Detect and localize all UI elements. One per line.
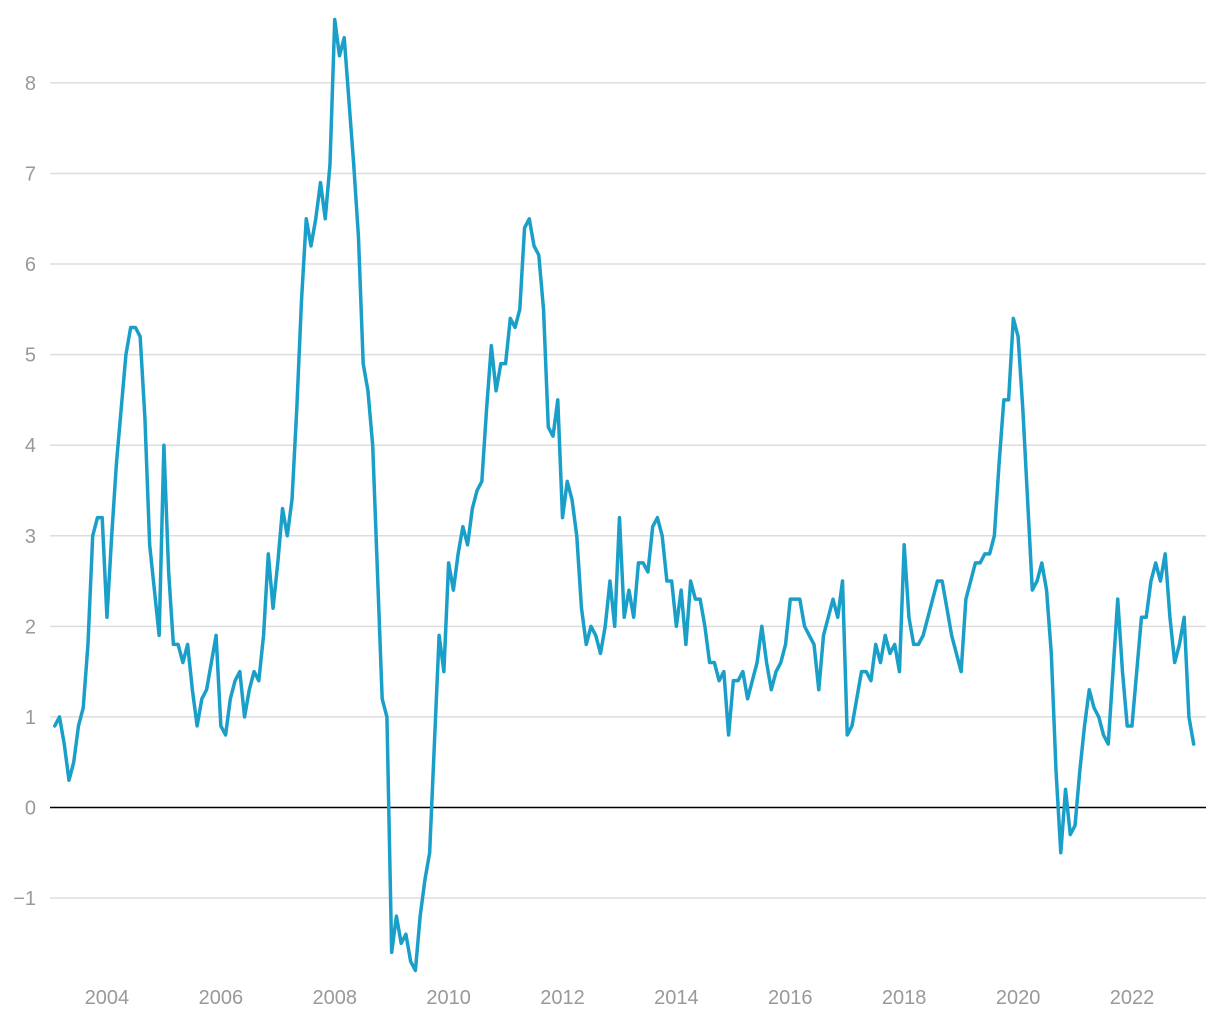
x-tick-label: 2020 [996,987,1041,1009]
x-tick-label: 2012 [540,987,585,1009]
y-tick-label: 0 [25,797,36,819]
y-tick-label: 6 [25,254,36,276]
x-tick-label: 2010 [426,987,471,1009]
x-tick-label: 2016 [768,987,813,1009]
y-tick-label: 5 [25,345,36,367]
x-tick-label: 2014 [654,987,699,1009]
x-tick-label: 2022 [1110,987,1155,1009]
y-tick-label: −1 [13,888,36,910]
gridlines [50,82,1206,899]
y-tick-label: 7 [25,163,36,185]
series-line-0 [53,17,1196,973]
y-tick-label: 1 [25,707,36,729]
y-tick-label: 8 [25,73,36,95]
y-tick-label: 2 [25,616,36,638]
y-axis-tick-labels: −1 0 1 2 3 4 5 6 7 8 [13,73,36,910]
x-tick-label: 2006 [199,987,244,1009]
x-axis-tick-labels: 2004 2006 2008 2010 2012 2014 2016 2018 2020 2022 [85,987,1155,1009]
series-layer [53,17,1196,973]
x-tick-label: 2004 [85,987,130,1009]
y-tick-label: 4 [25,435,36,457]
y-tick-label: 3 [25,526,36,548]
x-tick-label: 2018 [882,987,927,1009]
x-tick-label: 2008 [312,987,357,1009]
